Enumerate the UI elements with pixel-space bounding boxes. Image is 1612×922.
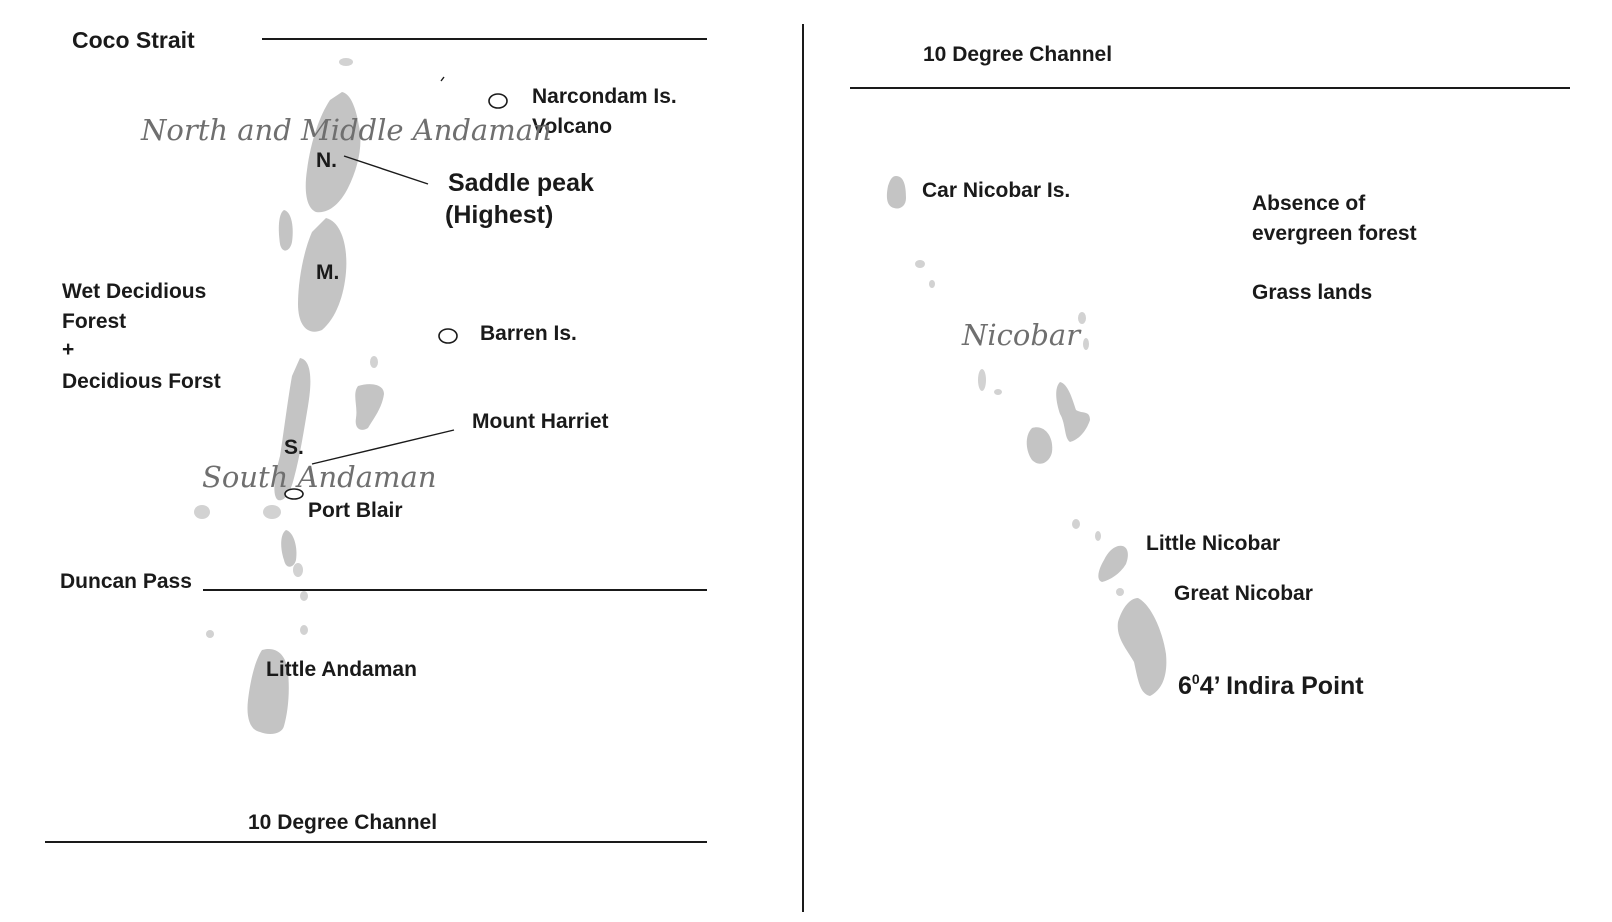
interview-island [278, 210, 293, 251]
car-nicobar-island [886, 176, 906, 209]
ten-degree-channel-label-left: 10 Degree Channel [248, 811, 437, 834]
grass-lands-label: Grass lands [1252, 281, 1372, 304]
andaman-islands [194, 58, 384, 734]
narcondam-island-marker [488, 93, 508, 109]
nicobar-islands [886, 176, 1167, 696]
nicobar-label: Nicobar [961, 318, 1082, 352]
andaman-panel: Coco Strait Narcondam Is. Volcano North … [45, 27, 707, 843]
little-andaman-label: Little Andaman [266, 658, 417, 681]
indira-point-label: 604’ Indira Point [1178, 671, 1364, 700]
islet [1078, 312, 1086, 324]
saddle-peak-highest-label: (Highest) [445, 201, 553, 229]
islet [929, 280, 935, 288]
forest-label-2: Forest [62, 310, 126, 333]
duncan-pass-label: Duncan Pass [60, 570, 192, 593]
islet [194, 505, 210, 519]
camorta-nancowry-islands [1056, 382, 1090, 442]
islet [994, 389, 1002, 395]
volcano-label: Volcano [532, 115, 612, 138]
forest-label-1: Wet Decidious [62, 280, 206, 303]
south-andaman-label: South Andaman [202, 460, 437, 494]
ritchies-archipelago [355, 384, 384, 430]
port-blair-marker [284, 488, 304, 500]
islet [1083, 338, 1089, 350]
rutland-island [281, 530, 297, 567]
islet [1116, 588, 1124, 596]
indira-point-degree-sign: 0 [1192, 671, 1200, 687]
islet [293, 563, 303, 577]
tick-mark [440, 76, 445, 82]
great-nicobar-island [1117, 598, 1167, 696]
forest-label-plus: + [62, 338, 74, 361]
mount-harriet-label: Mount Harriet [472, 410, 609, 433]
narcondam-label: Narcondam Is. [532, 85, 677, 108]
coco-strait-label: Coco Strait [72, 27, 195, 53]
little-andaman-island [247, 648, 289, 734]
islet [206, 630, 214, 638]
great-nicobar-label: Great Nicobar [1174, 582, 1313, 605]
south-andaman-island [274, 358, 311, 501]
islet [978, 369, 986, 391]
north-mark: N. [316, 149, 337, 172]
little-nicobar-island [1098, 545, 1128, 582]
absence-forest-label-1: Absence of [1252, 192, 1366, 215]
islet [370, 356, 378, 368]
south-mark: S. [284, 436, 304, 459]
islet [300, 625, 308, 635]
katchal-island [1026, 427, 1053, 464]
islet [1072, 519, 1080, 529]
little-nicobar-label: Little Nicobar [1146, 532, 1280, 555]
mount-harriet-leader [311, 429, 455, 465]
islet [1095, 531, 1101, 541]
ten-degree-channel-label-right: 10 Degree Channel [923, 43, 1112, 66]
islet [915, 260, 925, 268]
saddle-peak-label: Saddle peak [448, 169, 594, 197]
north-middle-andaman-label: North and Middle Andaman [140, 113, 552, 147]
absence-forest-label-2: evergreen forest [1252, 222, 1417, 245]
nicobar-panel: 10 Degree Channel Car Nicobar Is. Absenc… [850, 43, 1570, 700]
middle-andaman-island [298, 218, 347, 332]
barren-island-marker [438, 328, 458, 344]
indira-point-degree: 6 [1178, 672, 1192, 700]
islet [263, 505, 281, 519]
barren-island-label: Barren Is. [480, 322, 577, 345]
port-blair-label: Port Blair [308, 499, 403, 522]
indira-point-name: 4’ Indira Point [1200, 672, 1365, 700]
forest-label-3: Decidious Forst [62, 370, 221, 393]
middle-mark: M. [316, 261, 339, 284]
islet [339, 58, 353, 66]
islet [300, 591, 308, 601]
north-andaman-island [305, 92, 361, 213]
car-nicobar-label: Car Nicobar Is. [922, 179, 1070, 202]
saddle-peak-leader [343, 155, 429, 185]
